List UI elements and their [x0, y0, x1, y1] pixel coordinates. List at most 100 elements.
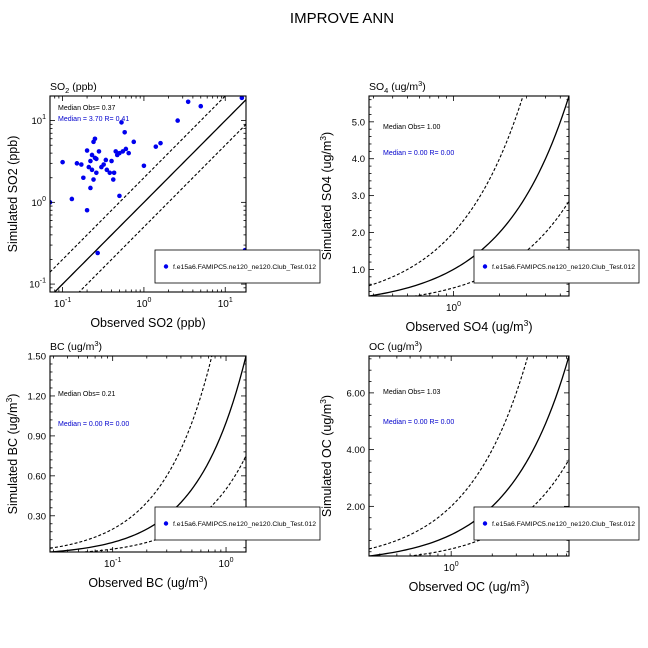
legend-marker	[482, 264, 488, 269]
x-tick-label: 100	[219, 557, 234, 570]
data-point	[175, 118, 180, 123]
y-tick-label: 2.00	[347, 502, 366, 513]
data-point	[158, 140, 163, 146]
x-tick-label: 100	[444, 561, 459, 574]
legend-label: f.e15a6.FAMIPC5.ne120_ne120.Club_Test.01…	[492, 264, 635, 271]
data-point	[117, 193, 122, 199]
legend-label: f.e15a6.FAMIPC5.ne120_ne120.Club_Test.01…	[173, 264, 316, 271]
y-tick-label: 0.30	[28, 511, 47, 522]
data-point	[111, 170, 117, 176]
x-tick-label: 10-1	[54, 297, 71, 310]
data-point	[94, 170, 99, 176]
median-sim-label: Median = 0.00 R= 0.00	[383, 150, 454, 157]
data-point	[95, 250, 100, 256]
data-point	[101, 162, 106, 167]
legend-label: f.e15a6.FAMIPC5.ne120_ne120.Club_Test.01…	[492, 521, 635, 528]
data-point	[153, 144, 159, 149]
legend-marker	[482, 521, 488, 526]
data-point	[103, 157, 109, 163]
data-points	[50, 96, 246, 256]
y-tick-label: 0.60	[28, 471, 47, 482]
page-title: IMPROVE ANN	[290, 10, 394, 27]
data-point	[141, 163, 147, 169]
x-tick-label: 10-1	[104, 557, 121, 570]
two-to-one-line	[369, 96, 524, 287]
two-to-one-line	[369, 356, 529, 550]
one-to-one-line	[369, 96, 569, 296]
data-point	[239, 96, 245, 101]
plot-frame	[49, 355, 247, 553]
median-sim-label: Median = 3.70 R= 0.41	[58, 116, 129, 123]
data-point	[185, 99, 191, 105]
panel-title: OC (ug/m3)	[369, 339, 422, 353]
one-to-one-line	[50, 356, 246, 552]
data-point	[69, 196, 75, 202]
x-axis-label: Observed SO4 (ug/m3)	[405, 318, 532, 334]
two-to-one-line	[50, 96, 227, 273]
one-to-one-line	[53, 99, 246, 292]
y-tick-label: 1.20	[28, 391, 47, 402]
y-tick-label: 10-1	[29, 278, 46, 291]
data-point	[88, 185, 93, 191]
y-tick-label: 4.00	[347, 445, 366, 456]
y-tick-label: 1.0	[352, 265, 365, 276]
median-sim-label: Median = 0.00 R= 0.00	[383, 419, 454, 426]
y-axis-label: Simulated SO2 (ppb)	[6, 136, 20, 253]
x-axis-label: Observed OC (ug/m3)	[409, 578, 530, 594]
data-point	[109, 158, 114, 164]
median-sim-label: Median = 0.00 R= 0.00	[58, 421, 129, 428]
y-axis-label: Simulated BC (ug/m3)	[4, 394, 20, 515]
y-tick-label: 4.0	[352, 154, 365, 165]
plot-frame	[368, 355, 570, 557]
y-tick-label: 5.0	[352, 117, 365, 128]
one-to-two-line	[405, 459, 569, 556]
data-point	[89, 152, 95, 158]
one-to-one-line	[369, 356, 569, 556]
data-point	[74, 161, 80, 166]
panel-oc: 100 2.00 4.00 6.00 OC (ug/m3) Observed OC (ug…	[318, 339, 640, 594]
data-point	[92, 136, 98, 142]
y-tick-label: 100	[32, 196, 47, 209]
data-point	[198, 103, 204, 109]
panel-so4: 100 1.0 2.0 3.0 4.0 5.0 SO4 (ug/m3) Observed SO…	[318, 79, 640, 334]
data-point	[79, 162, 84, 167]
data-point	[86, 164, 92, 170]
data-point	[94, 156, 99, 162]
x-tick-label: 100	[136, 297, 151, 310]
data-point	[119, 120, 124, 125]
y-tick-label: 6.00	[347, 388, 366, 399]
one-to-two-line	[411, 200, 569, 296]
y-axis-label: Simulated OC (ug/m3)	[318, 395, 334, 517]
legend: f.e15a6.FAMIPC5.ne120_ne120.Club_Test.01…	[154, 506, 321, 541]
median-obs-label: Median Obs= 1.03	[383, 389, 441, 396]
x-tick-label: 100	[446, 301, 461, 314]
x-tick-label: 101	[218, 297, 233, 310]
x-axis-label: Observed SO2 (ppb)	[90, 316, 205, 330]
panel-so2: 10-1 100 101 10-1 100 101 SO2 (ppb) Observed SO…	[6, 81, 321, 330]
y-tick-label: 0.90	[28, 431, 47, 442]
one-to-two-line	[76, 455, 246, 552]
panel-title: SO4 (ug/m3)	[369, 79, 426, 95]
data-point	[120, 149, 126, 154]
data-point	[123, 146, 129, 152]
legend-box	[154, 506, 321, 541]
y-tick-label: 1.50	[28, 352, 47, 363]
legend: f.e15a6.FAMIPC5.ne120_ne120.Club_Test.01…	[473, 249, 640, 284]
y-tick-label: 2.0	[352, 228, 365, 239]
data-point	[84, 148, 90, 153]
y-axis-label: Simulated SO4 (ug/m3)	[318, 132, 334, 260]
data-point	[84, 207, 90, 213]
y-tick-label: 101	[32, 114, 47, 127]
median-obs-label: Median Obs= 1.00	[383, 124, 441, 131]
legend-marker	[163, 264, 169, 269]
data-point	[126, 150, 131, 156]
legend-marker	[163, 521, 169, 526]
data-point	[104, 167, 110, 173]
y-tick-label: 3.0	[352, 191, 365, 202]
panel-title: SO2 (ppb)	[50, 81, 97, 95]
data-point	[131, 139, 137, 145]
two-to-one-line	[50, 356, 213, 549]
plot-frame	[49, 95, 247, 293]
